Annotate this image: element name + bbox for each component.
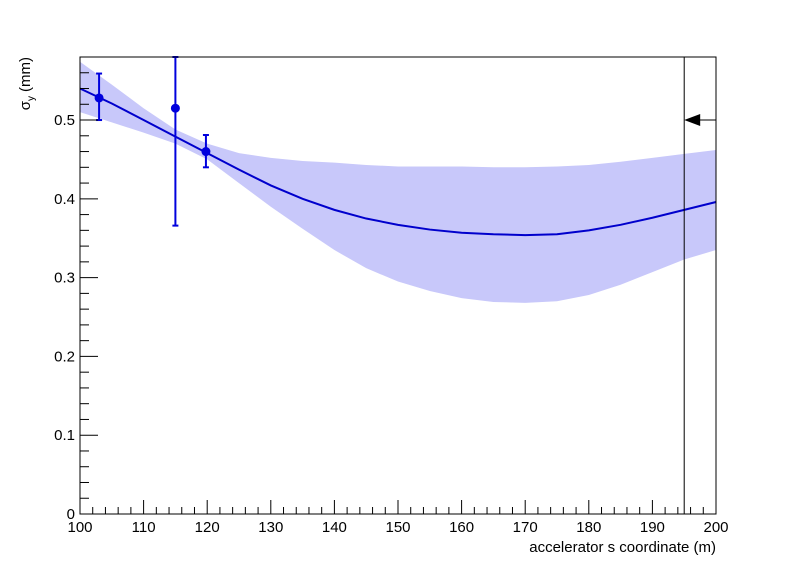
data-point	[94, 72, 104, 122]
x-tick-label: 120	[195, 519, 220, 536]
confidence-band	[80, 61, 716, 303]
arrow-head-icon	[684, 114, 701, 127]
x-tick-label: 100	[67, 519, 92, 536]
x-tick-label: 150	[385, 519, 410, 536]
y-tick-label: 0.3	[54, 270, 75, 287]
x-axis-ticks: 100 110 120 130 140 150 160 170 180 190 200	[67, 500, 729, 536]
x-tick-label: 180	[576, 519, 601, 536]
x-tick-label: 190	[640, 519, 665, 536]
y-axis-title-subscript: y	[26, 96, 37, 101]
y-tick-label: 0	[67, 506, 75, 523]
x-tick-label: 160	[449, 519, 474, 536]
point-marker	[170, 103, 180, 113]
confidence-band-layer	[80, 61, 716, 303]
x-tick-label: 130	[258, 519, 283, 536]
y-tick-label: 0.2	[54, 348, 75, 365]
point-marker	[94, 93, 104, 103]
y-axis-title: σy (mm)	[17, 57, 37, 110]
x-tick-label: 110	[132, 519, 156, 536]
y-tick-label: 0.5	[54, 112, 75, 129]
x-axis-title: accelerator s coordinate (m)	[529, 539, 716, 556]
data-point	[201, 134, 211, 169]
fit-curve-layer	[79, 87, 717, 237]
x-tick-label: 200	[703, 519, 728, 536]
x-tick-label: 140	[322, 519, 347, 536]
x-tick-label: 170	[513, 519, 538, 536]
y-tick-label: 0.4	[54, 191, 75, 208]
y-tick-label: 0.1	[54, 427, 75, 444]
y-axis-ticks: 0 0.1 0.2 0.3 0.4 0.5	[54, 56, 98, 523]
y-axis-title-unit: (mm)	[17, 57, 34, 92]
y-axis-title-symbol: σ	[17, 100, 34, 110]
fit-curve	[79, 87, 717, 237]
marker-layer	[683, 57, 716, 514]
point-marker	[201, 147, 211, 157]
